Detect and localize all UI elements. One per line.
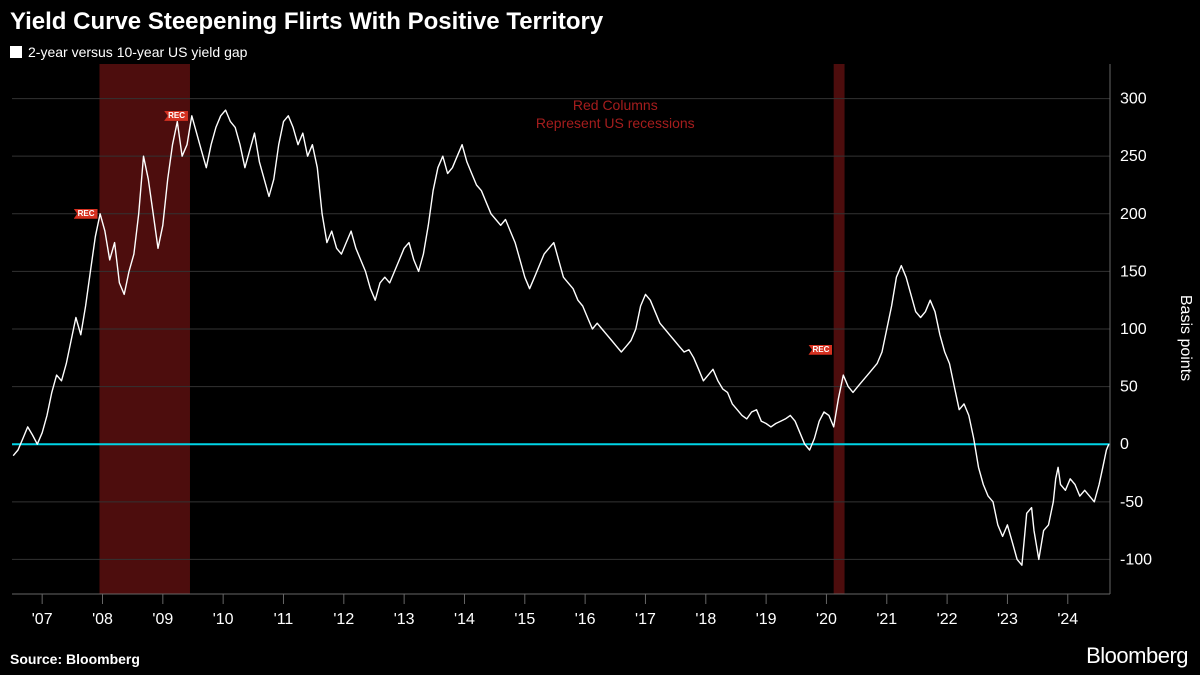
x-tick-label: '15 xyxy=(514,611,535,628)
chart-svg: -100 -50 0 50 100 150 200 250 300 '07 '08 '09 '10 '11… xyxy=(10,64,1190,639)
source-text: Source: Bloomberg xyxy=(10,651,140,667)
x-tick-label: '17 xyxy=(635,611,656,628)
x-tick-label: '11 xyxy=(274,611,294,628)
annotation-line2: Represent US recessions xyxy=(536,115,695,131)
y-tick-label: 0 xyxy=(1120,436,1129,453)
recession-flag: REC xyxy=(74,209,98,219)
y-tick-label: 100 xyxy=(1120,321,1147,338)
x-tick-label: '24 xyxy=(1057,611,1078,628)
y-tick-label: -50 xyxy=(1120,494,1143,511)
x-tick-label: '21 xyxy=(876,611,897,628)
annotation-line1: Red Columns xyxy=(573,97,658,113)
legend: 2-year versus 10-year US yield gap xyxy=(10,44,247,60)
x-tick-label: '18 xyxy=(695,611,716,628)
chart-title: Yield Curve Steepening Flirts With Posit… xyxy=(10,8,603,36)
legend-label: 2-year versus 10-year US yield gap xyxy=(28,44,247,60)
x-tick-label: '23 xyxy=(997,611,1018,628)
y-axis-title: Basis points xyxy=(1176,295,1194,381)
x-tick-label: '22 xyxy=(937,611,958,628)
x-tick-label: '08 xyxy=(92,611,113,628)
x-tick-label: '14 xyxy=(454,611,475,628)
recession-flag: REC xyxy=(808,345,832,355)
x-tick-label: '07 xyxy=(32,611,53,628)
legend-swatch xyxy=(10,46,22,58)
y-tick-label: 300 xyxy=(1120,91,1147,108)
x-tick-label: '19 xyxy=(756,611,777,628)
chart-area: -100 -50 0 50 100 150 200 250 300 '07 '08 '09 '10 '11… xyxy=(10,64,1190,639)
y-tick-label: -100 xyxy=(1120,551,1152,568)
bloomberg-watermark: Bloomberg xyxy=(1086,643,1188,669)
x-tick-label: '12 xyxy=(333,611,354,628)
x-tick-label: '10 xyxy=(213,611,234,628)
x-tick-label: '16 xyxy=(575,611,596,628)
y-tick-label: 50 xyxy=(1120,379,1138,396)
x-tick-label: '13 xyxy=(394,611,415,628)
x-tick-label: '20 xyxy=(816,611,837,628)
y-tick-label: 200 xyxy=(1120,206,1147,223)
x-tick-label: '09 xyxy=(152,611,173,628)
y-tick-label: 250 xyxy=(1120,148,1147,165)
y-tick-label: 150 xyxy=(1120,263,1147,280)
